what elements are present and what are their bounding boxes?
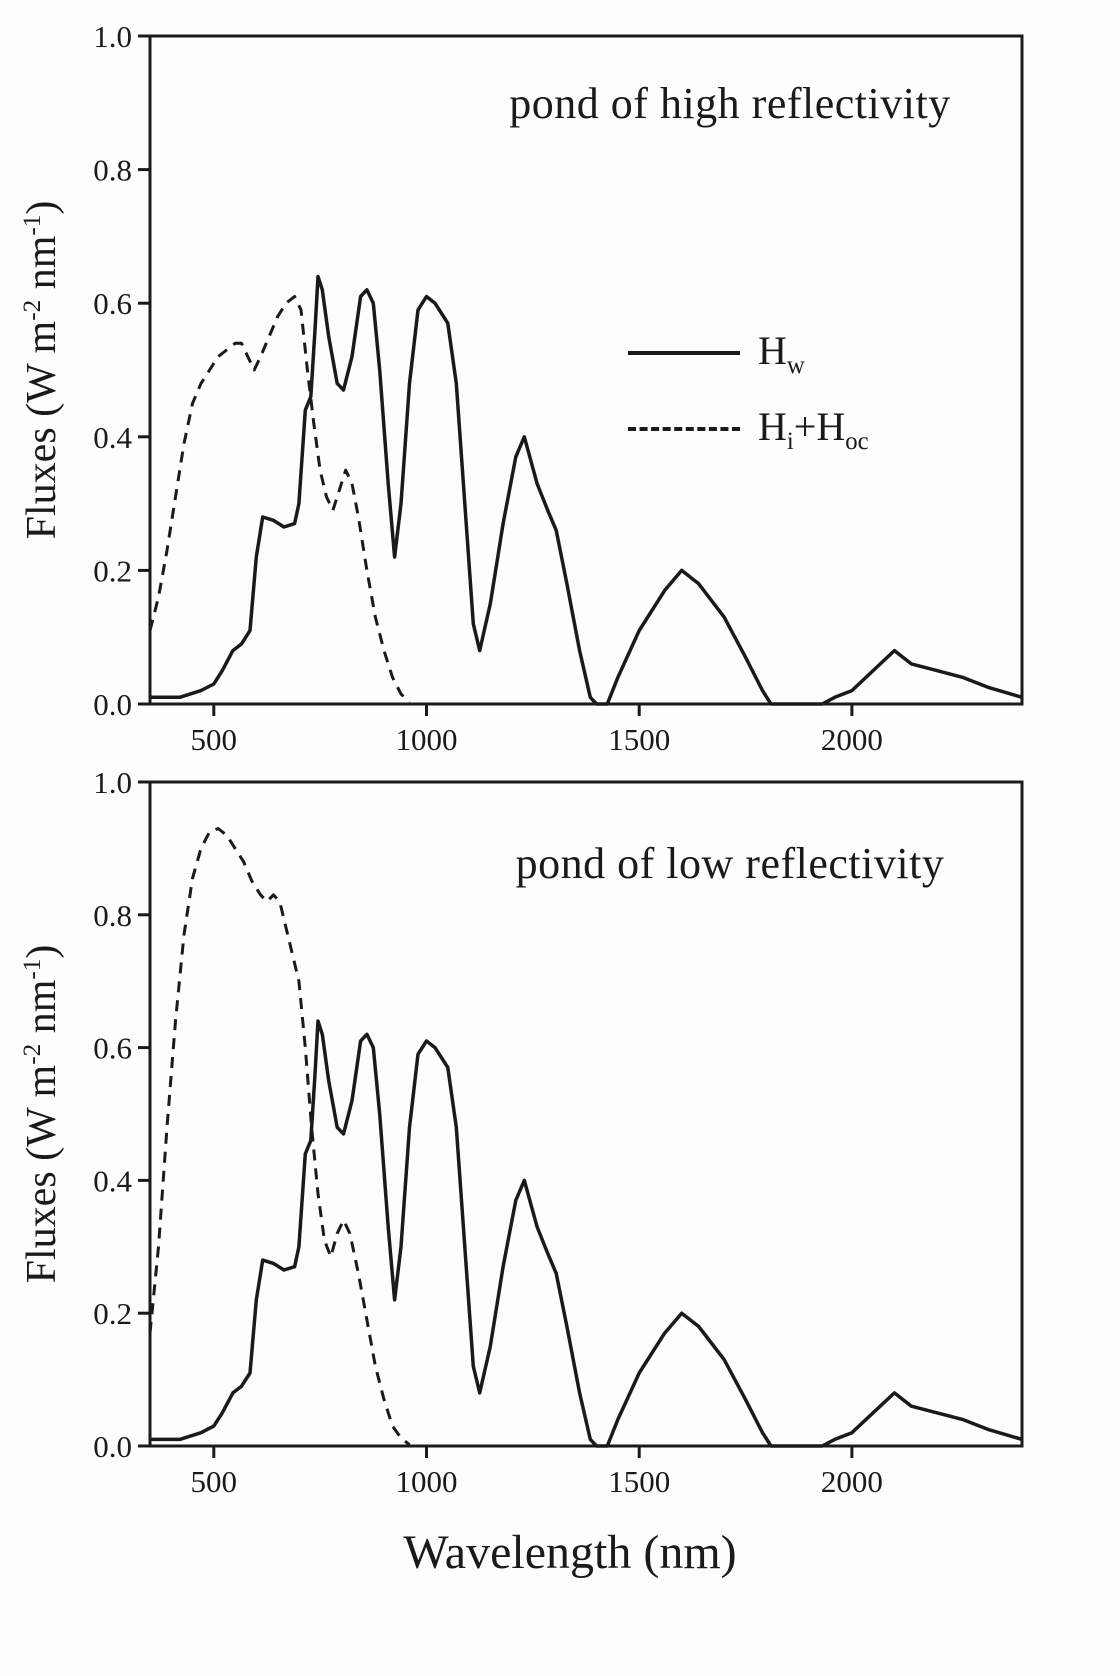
y-tick-label: 0.8: [93, 153, 132, 188]
panel-title-high: pond of high reflectivity: [509, 79, 951, 128]
y-tick-label: 1.0: [93, 766, 132, 800]
legend-entry-HiHoc: Hi+Hoc: [628, 391, 869, 467]
panel-title-low: pond of low reflectivity: [515, 839, 945, 888]
chart-low-reflectivity: 500 1000 1500 2000 0.0 0.2 0.4 0.6 0.8 1.0: [93, 766, 1024, 1499]
series-Hw: [150, 274, 1023, 706]
legend-line-solid: [628, 351, 740, 355]
x-tick-label: 2000: [821, 722, 883, 757]
x-tick-label: 1000: [396, 722, 458, 757]
x-tick-label: 500: [191, 722, 238, 757]
plot-frame: [148, 34, 1024, 706]
y-axis-label-bottom: Fluxes (W m-2 nm-1): [19, 944, 65, 1284]
y-tick-label: 0.8: [93, 898, 132, 933]
legend-label-HiHoc: Hi+Hoc: [758, 403, 869, 455]
y-tick-label: 0.0: [93, 1429, 132, 1464]
series-HiHoc: [148, 295, 411, 704]
x-tick-label: 1000: [396, 1464, 458, 1499]
y-axis-label-top: Fluxes (W m-2 nm-1): [19, 200, 65, 540]
x-tick-label: 1500: [608, 1464, 670, 1499]
legend: Hw Hi+Hoc: [628, 315, 869, 467]
y-tick-label: 0.2: [93, 1296, 132, 1331]
legend-line-dashed: [628, 427, 740, 431]
plot-frame: [148, 780, 1024, 1448]
y-tick-label: 0.6: [93, 1031, 132, 1066]
y-tick-label: 0.4: [93, 1163, 132, 1198]
chart-high-reflectivity: 500 1000 1500 2000 0.0 0.2 0.4 0.6 0.8 1.0: [93, 19, 1024, 757]
x-tick-label: 500: [191, 1464, 238, 1499]
y-tick-label: 0.6: [93, 286, 132, 321]
legend-label-Hw: Hw: [758, 327, 805, 379]
y-tick-label: 0.0: [93, 687, 132, 722]
legend-entry-Hw: Hw: [628, 315, 869, 391]
x-axis-label: Wavelength (nm): [403, 1526, 737, 1579]
y-tick-label: 1.0: [93, 19, 132, 54]
y-tick-label: 0.4: [93, 420, 132, 455]
series-Hw: [150, 1019, 1023, 1448]
series-HiHoc: [148, 827, 411, 1446]
x-tick-label: 1500: [608, 722, 670, 757]
y-tick-label: 0.2: [93, 553, 132, 588]
x-tick-label: 2000: [821, 1464, 883, 1499]
